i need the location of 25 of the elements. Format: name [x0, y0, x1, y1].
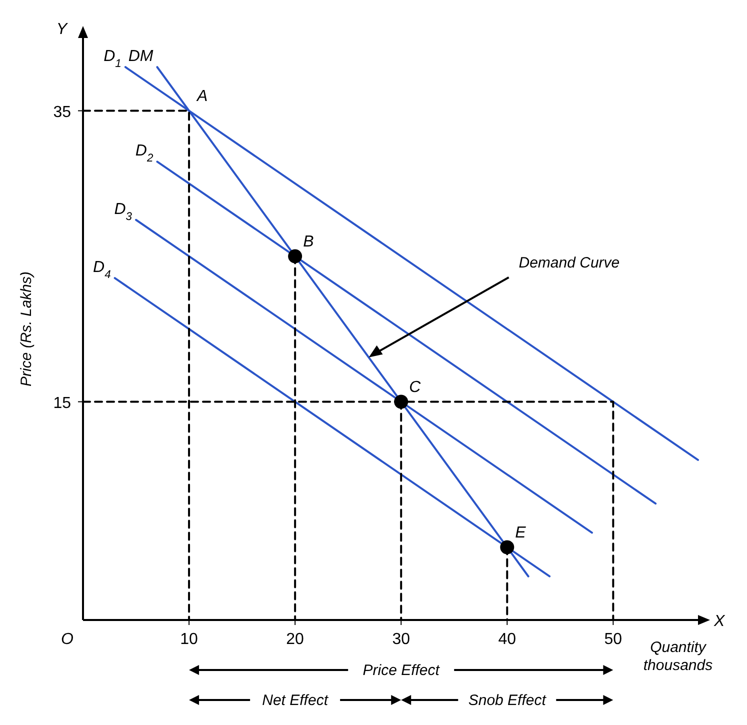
annotation: Demand Curve [518, 254, 620, 272]
x-tick-label: 50 [604, 631, 622, 648]
annotation: C [409, 378, 422, 396]
x-tick-label: 20 [286, 631, 304, 648]
series-label: D$_{2}$ [135, 142, 154, 165]
y-axis-title: Price (Rs. Lakhs) [18, 271, 35, 387]
x-tick-label: 40 [498, 631, 516, 648]
series-label: D$_{4}$ [93, 259, 111, 282]
series-label: D$_{3}$ [114, 200, 133, 223]
text: O [61, 631, 74, 648]
annotation: A [196, 88, 208, 105]
series-label: D$_{1}$ [104, 48, 122, 70]
x-axis-title: Quantity thousands [643, 639, 714, 674]
series-label: DM [128, 48, 154, 66]
annotation: E [515, 524, 526, 542]
annotation: B [303, 233, 314, 250]
text: Price Effect [362, 662, 440, 679]
text: Net Effect [262, 692, 329, 709]
text: Y [56, 21, 68, 38]
y-tick-label: 35 [53, 104, 72, 121]
x-tick-label: 10 [180, 631, 198, 648]
text: X [713, 613, 726, 630]
y-tick-label: 15 [53, 394, 72, 412]
text: Snob Effect [468, 692, 547, 709]
x-tick-label: 30 [392, 631, 410, 648]
